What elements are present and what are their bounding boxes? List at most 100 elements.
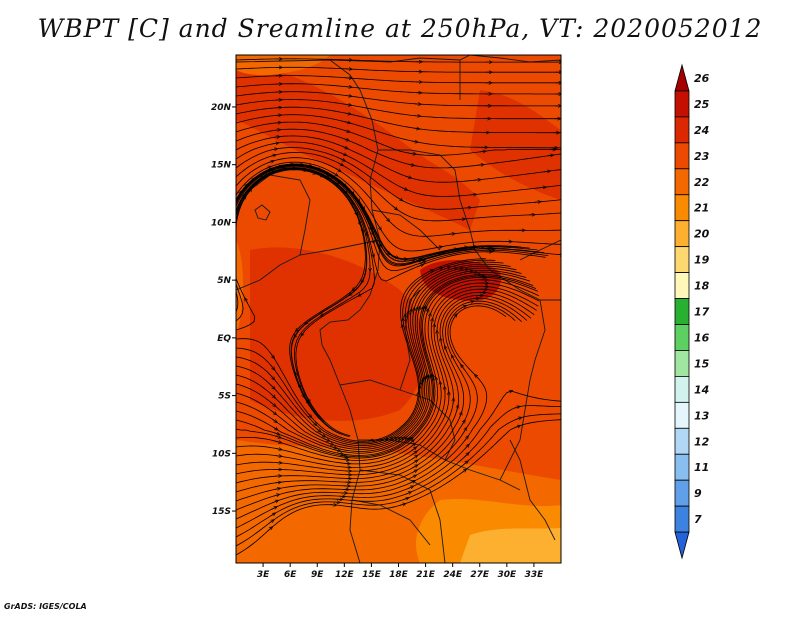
streamline-arrow <box>257 178 262 181</box>
streamline-arrow <box>547 155 552 156</box>
colorbar-segment <box>674 375 690 403</box>
streamline <box>236 282 540 465</box>
field-region-far-southeast <box>460 528 561 563</box>
streamline-arrow <box>414 116 419 117</box>
streamline-arrow <box>271 410 276 414</box>
colorbar-label: 16 <box>694 331 710 344</box>
streamline-arrow <box>534 202 540 203</box>
streamline-arrow <box>411 448 416 452</box>
x-tick-label: 33E <box>525 570 545 580</box>
streamline-arrow <box>425 377 426 383</box>
streamline <box>236 270 527 452</box>
map-title: WBPT [C] and Sreamline at 250hPa, VT: 20… <box>37 14 763 43</box>
colorbar-label: 12 <box>694 435 710 448</box>
streamline-arrow <box>398 438 403 442</box>
streamline <box>236 261 504 445</box>
streamline-arrow <box>376 440 381 441</box>
streamline-arrow <box>416 260 421 261</box>
streamline-arrow <box>411 452 416 456</box>
colorbar-label: 13 <box>694 409 710 422</box>
colorbar-segment <box>674 479 690 507</box>
streamline-arrow <box>392 205 397 209</box>
streamline-arrow <box>397 197 401 201</box>
streamline <box>236 164 499 322</box>
streamline <box>236 297 528 493</box>
x-tick-label: 3E <box>257 570 270 580</box>
streamline-arrow <box>411 471 416 474</box>
streamline-arrow <box>272 143 278 144</box>
streamline-arrow <box>341 182 346 186</box>
streamline-arrow <box>324 171 329 174</box>
streamline <box>236 265 517 448</box>
streamline-arrow <box>274 130 280 131</box>
streamline-arrow <box>272 501 278 503</box>
streamline-arrow <box>394 438 399 441</box>
streamline-arrow <box>412 456 417 460</box>
streamline-arrow <box>319 433 324 436</box>
streamline <box>236 274 534 456</box>
streamline <box>236 279 539 461</box>
streamline-arrow <box>339 157 345 160</box>
colorbar-segment <box>674 324 690 351</box>
streamline <box>236 285 539 468</box>
streamline <box>236 128 561 169</box>
streamline <box>236 141 561 197</box>
streamline-arrow <box>296 326 301 331</box>
streamline-arrow <box>506 391 512 393</box>
streamline-arrow <box>274 489 279 490</box>
y-tick-label: 5N <box>217 276 231 286</box>
streamline-arrow <box>355 209 357 215</box>
colorbar-bottom-triangle <box>674 531 690 560</box>
streamline-arrow <box>456 268 462 269</box>
streamline-arrow <box>461 470 466 474</box>
streamline-arrow <box>461 421 465 426</box>
colorbar-segment <box>674 116 690 144</box>
streamline-arrow <box>372 251 373 256</box>
x-tick-label: 30E <box>497 570 517 580</box>
streamline-arrow <box>408 164 413 165</box>
streamline-arrow <box>298 382 300 388</box>
streamline-arrow <box>391 438 396 441</box>
y-tick-label: 10N <box>211 218 232 228</box>
x-tick-label: 12E <box>335 570 355 580</box>
streamline <box>236 303 516 511</box>
colorbar-label: 15 <box>694 357 710 370</box>
x-tick-label: 9E <box>311 570 324 580</box>
streamline-arrow <box>477 165 483 166</box>
streamline-arrow <box>370 223 372 229</box>
streamline-arrow <box>342 146 347 148</box>
streamline-arrow <box>315 427 320 431</box>
streamline-arrow <box>452 315 456 320</box>
streamline-arrow <box>275 448 281 449</box>
streamline-arrow <box>362 277 364 283</box>
streamline <box>236 294 532 484</box>
colorbar-top-triangle <box>674 63 690 92</box>
streamline <box>236 405 561 538</box>
streamline-arrow <box>427 270 433 273</box>
colorbar-segment <box>674 168 690 196</box>
streamline-arrow <box>385 216 388 221</box>
streamline-arrow <box>457 406 458 411</box>
streamline-arrow <box>432 319 433 325</box>
streamline-arrow <box>409 153 415 154</box>
streamline <box>236 66 561 73</box>
streamline-arrow <box>359 292 364 295</box>
streamline-arrow <box>301 391 304 397</box>
streamline-arrow <box>334 450 339 451</box>
streamline-arrow <box>234 214 235 219</box>
streamline-arrow <box>402 498 408 500</box>
streamline-arrow <box>343 460 348 461</box>
colorbar-label: 20 <box>694 228 710 241</box>
streamline-arrow <box>267 528 272 532</box>
streamline-arrow <box>323 175 328 177</box>
streamline-arrow <box>412 461 417 464</box>
streamline <box>236 275 537 458</box>
colorbar-label: 19 <box>694 254 710 267</box>
wbpt-shaded-field <box>234 55 561 563</box>
streamline-arrow <box>462 269 467 270</box>
streamline-arrow <box>392 256 398 258</box>
x-tick-label: 18E <box>389 570 409 580</box>
streamline-arrow <box>267 161 273 163</box>
field-region-northwest-cool <box>236 55 330 76</box>
streamline-arrow <box>270 393 275 397</box>
